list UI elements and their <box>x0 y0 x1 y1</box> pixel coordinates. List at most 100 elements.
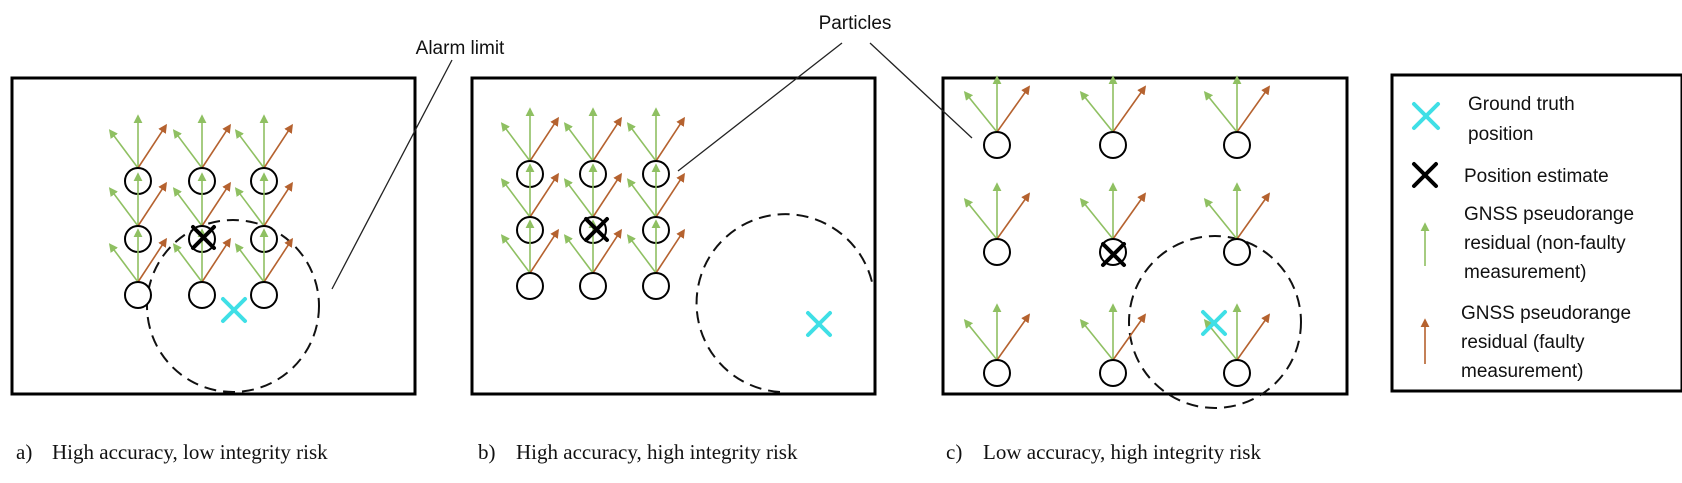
panel-c-particle-5-non-faulty-residual-left <box>1079 197 1114 240</box>
panel-b-particle-9 <box>642 272 670 300</box>
panel-c-alarm-limit <box>1128 235 1302 409</box>
panel-c-particle-8-faulty-residual <box>1112 313 1147 361</box>
panel-a-particle-6-faulty-residual <box>263 181 293 227</box>
panel-a-letter: a) <box>16 440 32 464</box>
legend-position-estimate-label: Position estimate <box>1464 166 1609 187</box>
panel-a-particle-8 <box>188 281 216 309</box>
panel-c-particle-7-non-faulty-residual-left <box>963 318 998 361</box>
alarm-limit-label: Alarm limit <box>416 38 505 59</box>
panel-a-particle-1-non-faulty-residual-left <box>108 129 139 169</box>
alarm-limit-leader <box>331 59 453 290</box>
panel-c-particle-6-non-faulty-residual-left <box>1203 197 1238 240</box>
panel-a-position-estimate-icon <box>191 225 216 250</box>
panel-a-particle-9 <box>250 281 278 309</box>
panel-b-particle-2-faulty-residual <box>592 116 622 162</box>
panel-c-letter: c) <box>946 440 962 464</box>
panel-b-particle-7 <box>516 272 544 300</box>
panel-b-particle-7-non-faulty-residual-left <box>500 234 531 274</box>
panel-a-particle-7 <box>124 281 152 309</box>
panel-a-particle-8-non-faulty-residual-left <box>172 243 203 283</box>
panel-c-particle-4-non-faulty-residual-left <box>963 197 998 240</box>
panel-b-particle-4-faulty-residual <box>529 172 559 218</box>
panel-c-particle-6-faulty-residual <box>1236 192 1271 240</box>
particle-groups <box>108 75 1271 387</box>
panel-b-particle-3-non-faulty-residual-left <box>626 122 657 162</box>
particles-leader-b <box>677 42 843 172</box>
panel-c-particle-2-faulty-residual <box>1112 85 1147 133</box>
panel-b-particle-9-non-faulty-residual-left <box>626 234 657 274</box>
panel-c-position-estimate-icon <box>1101 242 1126 267</box>
legend-non-faulty-line-3: measurement) <box>1464 262 1587 283</box>
panel-b-particle-6-non-faulty-residual-left <box>626 178 657 218</box>
panel-b-particle-8 <box>579 272 607 300</box>
panel-c-particle-1 <box>983 131 1011 159</box>
panel-c-particle-2-non-faulty-residual-left <box>1079 90 1114 133</box>
panel-c-particle-2 <box>1099 131 1127 159</box>
particles-leader-c <box>869 42 973 139</box>
legend: Ground truth position Position estimate … <box>1412 94 1634 382</box>
panel-b-particle-1-non-faulty-residual-left <box>500 122 531 162</box>
panel-a-particle-3-faulty-residual <box>263 123 293 169</box>
panel-b-letter: b) <box>478 440 496 464</box>
panel-a-particle-3-non-faulty-residual-left <box>234 129 265 169</box>
panel-c-particle-5-faulty-residual <box>1112 192 1147 240</box>
panel-c-particle-3-non-faulty-residual-left <box>1203 90 1238 133</box>
panel-b-frame <box>470 76 877 396</box>
panel-b-particle-4-non-faulty-residual-left <box>500 178 531 218</box>
panel-b-particle-9-faulty-residual <box>655 228 685 274</box>
panel-a-particle-4-faulty-residual <box>137 181 167 227</box>
panel-c-particle-4-faulty-residual <box>996 192 1031 240</box>
panel-c-particle-4 <box>983 238 1011 266</box>
panel-b-particle-3-faulty-residual <box>655 116 685 162</box>
panel-b-caption: High accuracy, high integrity risk <box>516 440 798 464</box>
legend-position-estimate-icon <box>1412 162 1438 188</box>
panel-a-particle-6-non-faulty-residual-left <box>234 187 265 227</box>
panel-c-particle-8 <box>1099 359 1127 387</box>
panel-b-particle-2-non-faulty-residual-left <box>563 122 594 162</box>
legend-ground-truth-line-2: position <box>1468 124 1534 145</box>
legend-frame <box>1390 73 1682 393</box>
panel-b-particle-8-faulty-residual <box>592 228 622 274</box>
panel-a-particle-9-non-faulty-residual-left <box>234 243 265 283</box>
panel-b-ground-truth-icon <box>806 311 832 337</box>
panel-a-particle-5-non-faulty-residual-left <box>172 187 203 227</box>
panel-a-particle-7-non-faulty-residual-left <box>108 243 139 283</box>
panel-a-frame <box>10 76 417 396</box>
panel-a-particle-8-faulty-residual <box>201 237 231 283</box>
panel-b-particle-6-faulty-residual <box>655 172 685 218</box>
panel-b-particle-5-non-faulty-residual-left <box>563 178 594 218</box>
panel-c-particle-7-faulty-residual <box>996 313 1031 361</box>
panel-c-particle-9 <box>1223 359 1251 387</box>
panel-b-particle-5-faulty-residual <box>592 172 622 218</box>
legend-faulty-line-1: GNSS pseudorange <box>1461 303 1631 324</box>
particles-label: Particles <box>819 13 892 34</box>
panel-a-particle-1-faulty-residual <box>137 123 167 169</box>
panel-a-particle-9-faulty-residual <box>263 237 293 283</box>
panel-c-particle-8-non-faulty-residual-left <box>1079 318 1114 361</box>
legend-faulty-line-3: measurement) <box>1461 361 1584 382</box>
legend-ground-truth-line-1: Ground truth <box>1468 94 1575 115</box>
legend-ground-truth-icon <box>1412 102 1440 130</box>
legend-faulty-line-2: residual (faulty <box>1461 332 1585 353</box>
panel-b-particle-1-faulty-residual <box>529 116 559 162</box>
panel-a-caption: High accuracy, low integrity risk <box>52 440 328 464</box>
panel-a-particle-4-non-faulty-residual-left <box>108 187 139 227</box>
panel-b-alarm-limit <box>695 213 873 393</box>
panel-c-particle-7 <box>983 359 1011 387</box>
panel-b-particle-8-non-faulty-residual-left <box>563 234 594 274</box>
panel-c-particle-3-faulty-residual <box>1236 85 1271 133</box>
panel-a-particle-2-non-faulty-residual-left <box>172 129 203 169</box>
panel-a-particle-2-faulty-residual <box>201 123 231 169</box>
panel-a-particle-7-faulty-residual <box>137 237 167 283</box>
panel-b-position-estimate-icon <box>584 217 609 242</box>
panel-c-particle-6 <box>1223 238 1251 266</box>
panel-c-particle-9-faulty-residual <box>1236 313 1271 361</box>
panel-c-particle-1-non-faulty-residual-left <box>963 90 998 133</box>
panel-c-ground-truth-icon <box>1201 310 1227 336</box>
panel-c-particle-1-faulty-residual <box>996 85 1031 133</box>
panel-c-caption: Low accuracy, high integrity risk <box>983 440 1261 464</box>
panel-b-particle-7-faulty-residual <box>529 228 559 274</box>
panel-a-ground-truth-icon <box>221 297 247 323</box>
panel-a-particle-5-faulty-residual <box>201 181 231 227</box>
